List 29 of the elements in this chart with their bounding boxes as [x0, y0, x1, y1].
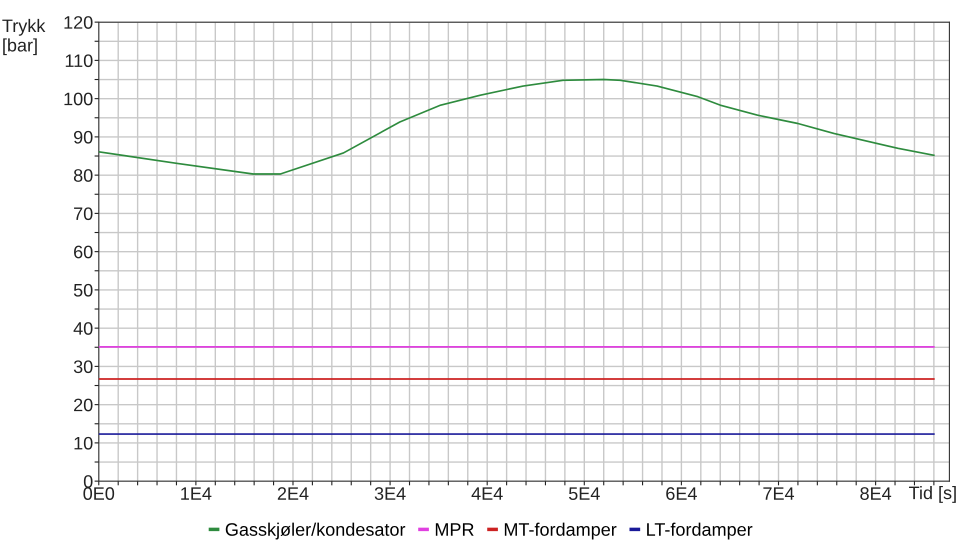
y-tick-label: 100 — [64, 92, 93, 106]
y-tick-label: 70 — [74, 207, 93, 220]
y-tick-label: 90 — [74, 130, 93, 144]
x-tick-label: 7E4 — [763, 487, 794, 500]
legend-label: Gasskjøler/kondesator — [226, 522, 406, 540]
y-tick-label: 50 — [74, 284, 93, 297]
x-tick-label: 2E4 — [278, 487, 309, 500]
y-tick-label: 40 — [74, 322, 93, 335]
x-tick-label: 6E4 — [666, 487, 697, 500]
y-tick-label: 0 — [84, 475, 93, 488]
y-tick-label: 60 — [74, 246, 93, 258]
y-tick-label: 30 — [74, 360, 93, 374]
x-tick-label: 4E4 — [472, 487, 503, 500]
x-tick-label: 5E4 — [568, 487, 600, 500]
y-axis-title: Trykk [bar] — [2, 18, 46, 56]
x-tick-label: 8E4 — [860, 487, 892, 500]
x-tick-label: 3E4 — [374, 487, 406, 500]
y-tick-label: 120 — [64, 16, 93, 29]
x-tick-label: 0E0 — [83, 487, 114, 500]
y-tick-label: 10 — [74, 436, 93, 450]
y-tick-label: 20 — [74, 398, 93, 412]
legend-label: LT-fordamper — [647, 522, 752, 540]
y-tick-label: 80 — [74, 169, 93, 182]
legend-label: MT-fordamper — [504, 522, 616, 540]
y-tick-label: 110 — [66, 54, 93, 68]
legend-label: MPR — [436, 523, 474, 536]
line-series — [98, 78, 935, 175]
x-tick-label: 1E4 — [181, 487, 212, 500]
x-axis-title: Tid [s] — [909, 486, 956, 503]
